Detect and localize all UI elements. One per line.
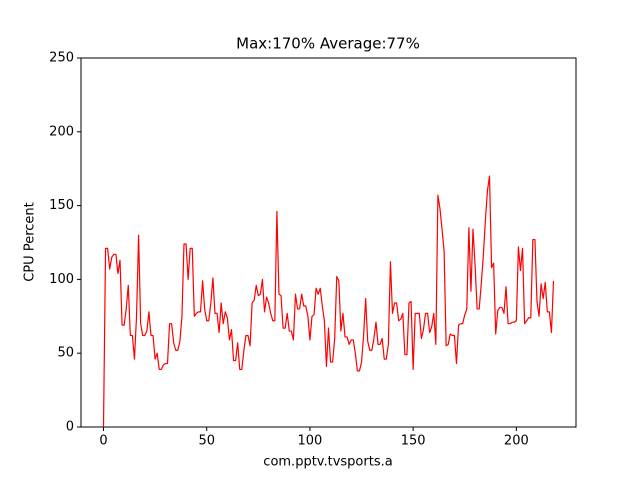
y-tick-label: 200 — [49, 124, 74, 139]
x-tick-label: 0 — [99, 434, 107, 449]
x-tick-label: 50 — [198, 434, 215, 449]
y-tick-label: 50 — [57, 346, 74, 361]
y-axis-label: CPU Percent — [23, 202, 38, 281]
cpu-line — [102, 175, 555, 428]
x-tick-label: 150 — [401, 434, 426, 449]
y-tick-label: 100 — [49, 272, 74, 287]
y-tick-label: 0 — [66, 420, 74, 435]
chart-title: Max:170% Average:77% — [236, 35, 420, 53]
plot-frame — [80, 57, 577, 428]
x-tick-label: 200 — [504, 434, 529, 449]
y-tick-label: 150 — [49, 198, 74, 213]
y-tick-label: 250 — [49, 51, 74, 66]
x-axis-label: com.pptv.tvsports.a — [263, 455, 392, 470]
x-tick-label: 100 — [298, 434, 323, 449]
